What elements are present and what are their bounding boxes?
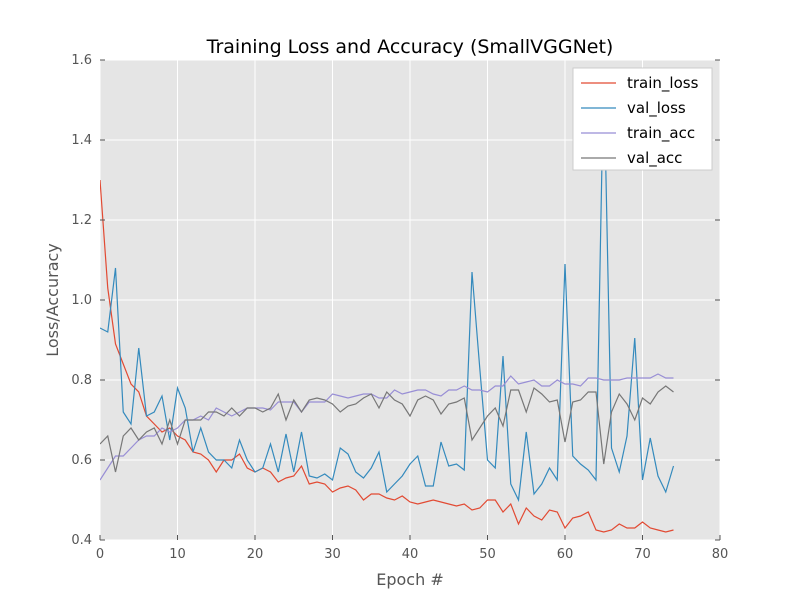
chart-title: Training Loss and Accuracy (SmallVGGNet) bbox=[206, 36, 614, 58]
x-axis-label: Epoch # bbox=[376, 570, 443, 589]
y-tick-label: 0.4 bbox=[71, 533, 92, 548]
series-lines bbox=[100, 67, 675, 533]
y-tick-label: 0.8 bbox=[71, 373, 92, 388]
x-tick-label: 20 bbox=[247, 547, 264, 562]
y-tick-label: 1.0 bbox=[71, 293, 92, 308]
series-line-train_acc bbox=[100, 373, 674, 481]
y-tick-label: 1.6 bbox=[71, 53, 92, 68]
y-tick-label: 0.6 bbox=[71, 453, 92, 468]
legend-label: train_acc bbox=[627, 124, 695, 143]
x-tick-label: 40 bbox=[402, 547, 419, 562]
x-tick-label: 80 bbox=[712, 547, 729, 562]
y-tick-label: 1.2 bbox=[71, 213, 92, 228]
x-tick-label: 10 bbox=[169, 547, 186, 562]
x-tick-label: 60 bbox=[557, 547, 574, 562]
legend: train_loss val_loss train_acc val_acc bbox=[572, 67, 713, 171]
legend-box bbox=[572, 67, 713, 171]
x-tick-label: 50 bbox=[479, 547, 496, 562]
x-axis: 0 10 20 30 40 50 60 70 80 bbox=[96, 535, 728, 562]
series-line-val_loss bbox=[100, 67, 675, 503]
y-axis-label: Loss/Accuracy bbox=[43, 243, 62, 357]
x-tick-label: 70 bbox=[634, 547, 651, 562]
legend-label: train_loss bbox=[627, 74, 699, 93]
x-tick-label: 0 bbox=[96, 547, 104, 562]
y-axis: 0.4 0.6 0.8 1.0 1.2 1.4 1.6 bbox=[71, 53, 720, 548]
series-line-train_loss bbox=[100, 179, 674, 533]
series-line-val_acc bbox=[100, 385, 674, 473]
y-tick-label: 1.4 bbox=[71, 133, 92, 148]
legend-label: val_acc bbox=[627, 149, 682, 168]
x-tick-label: 30 bbox=[324, 547, 341, 562]
legend-label: val_loss bbox=[627, 99, 686, 118]
